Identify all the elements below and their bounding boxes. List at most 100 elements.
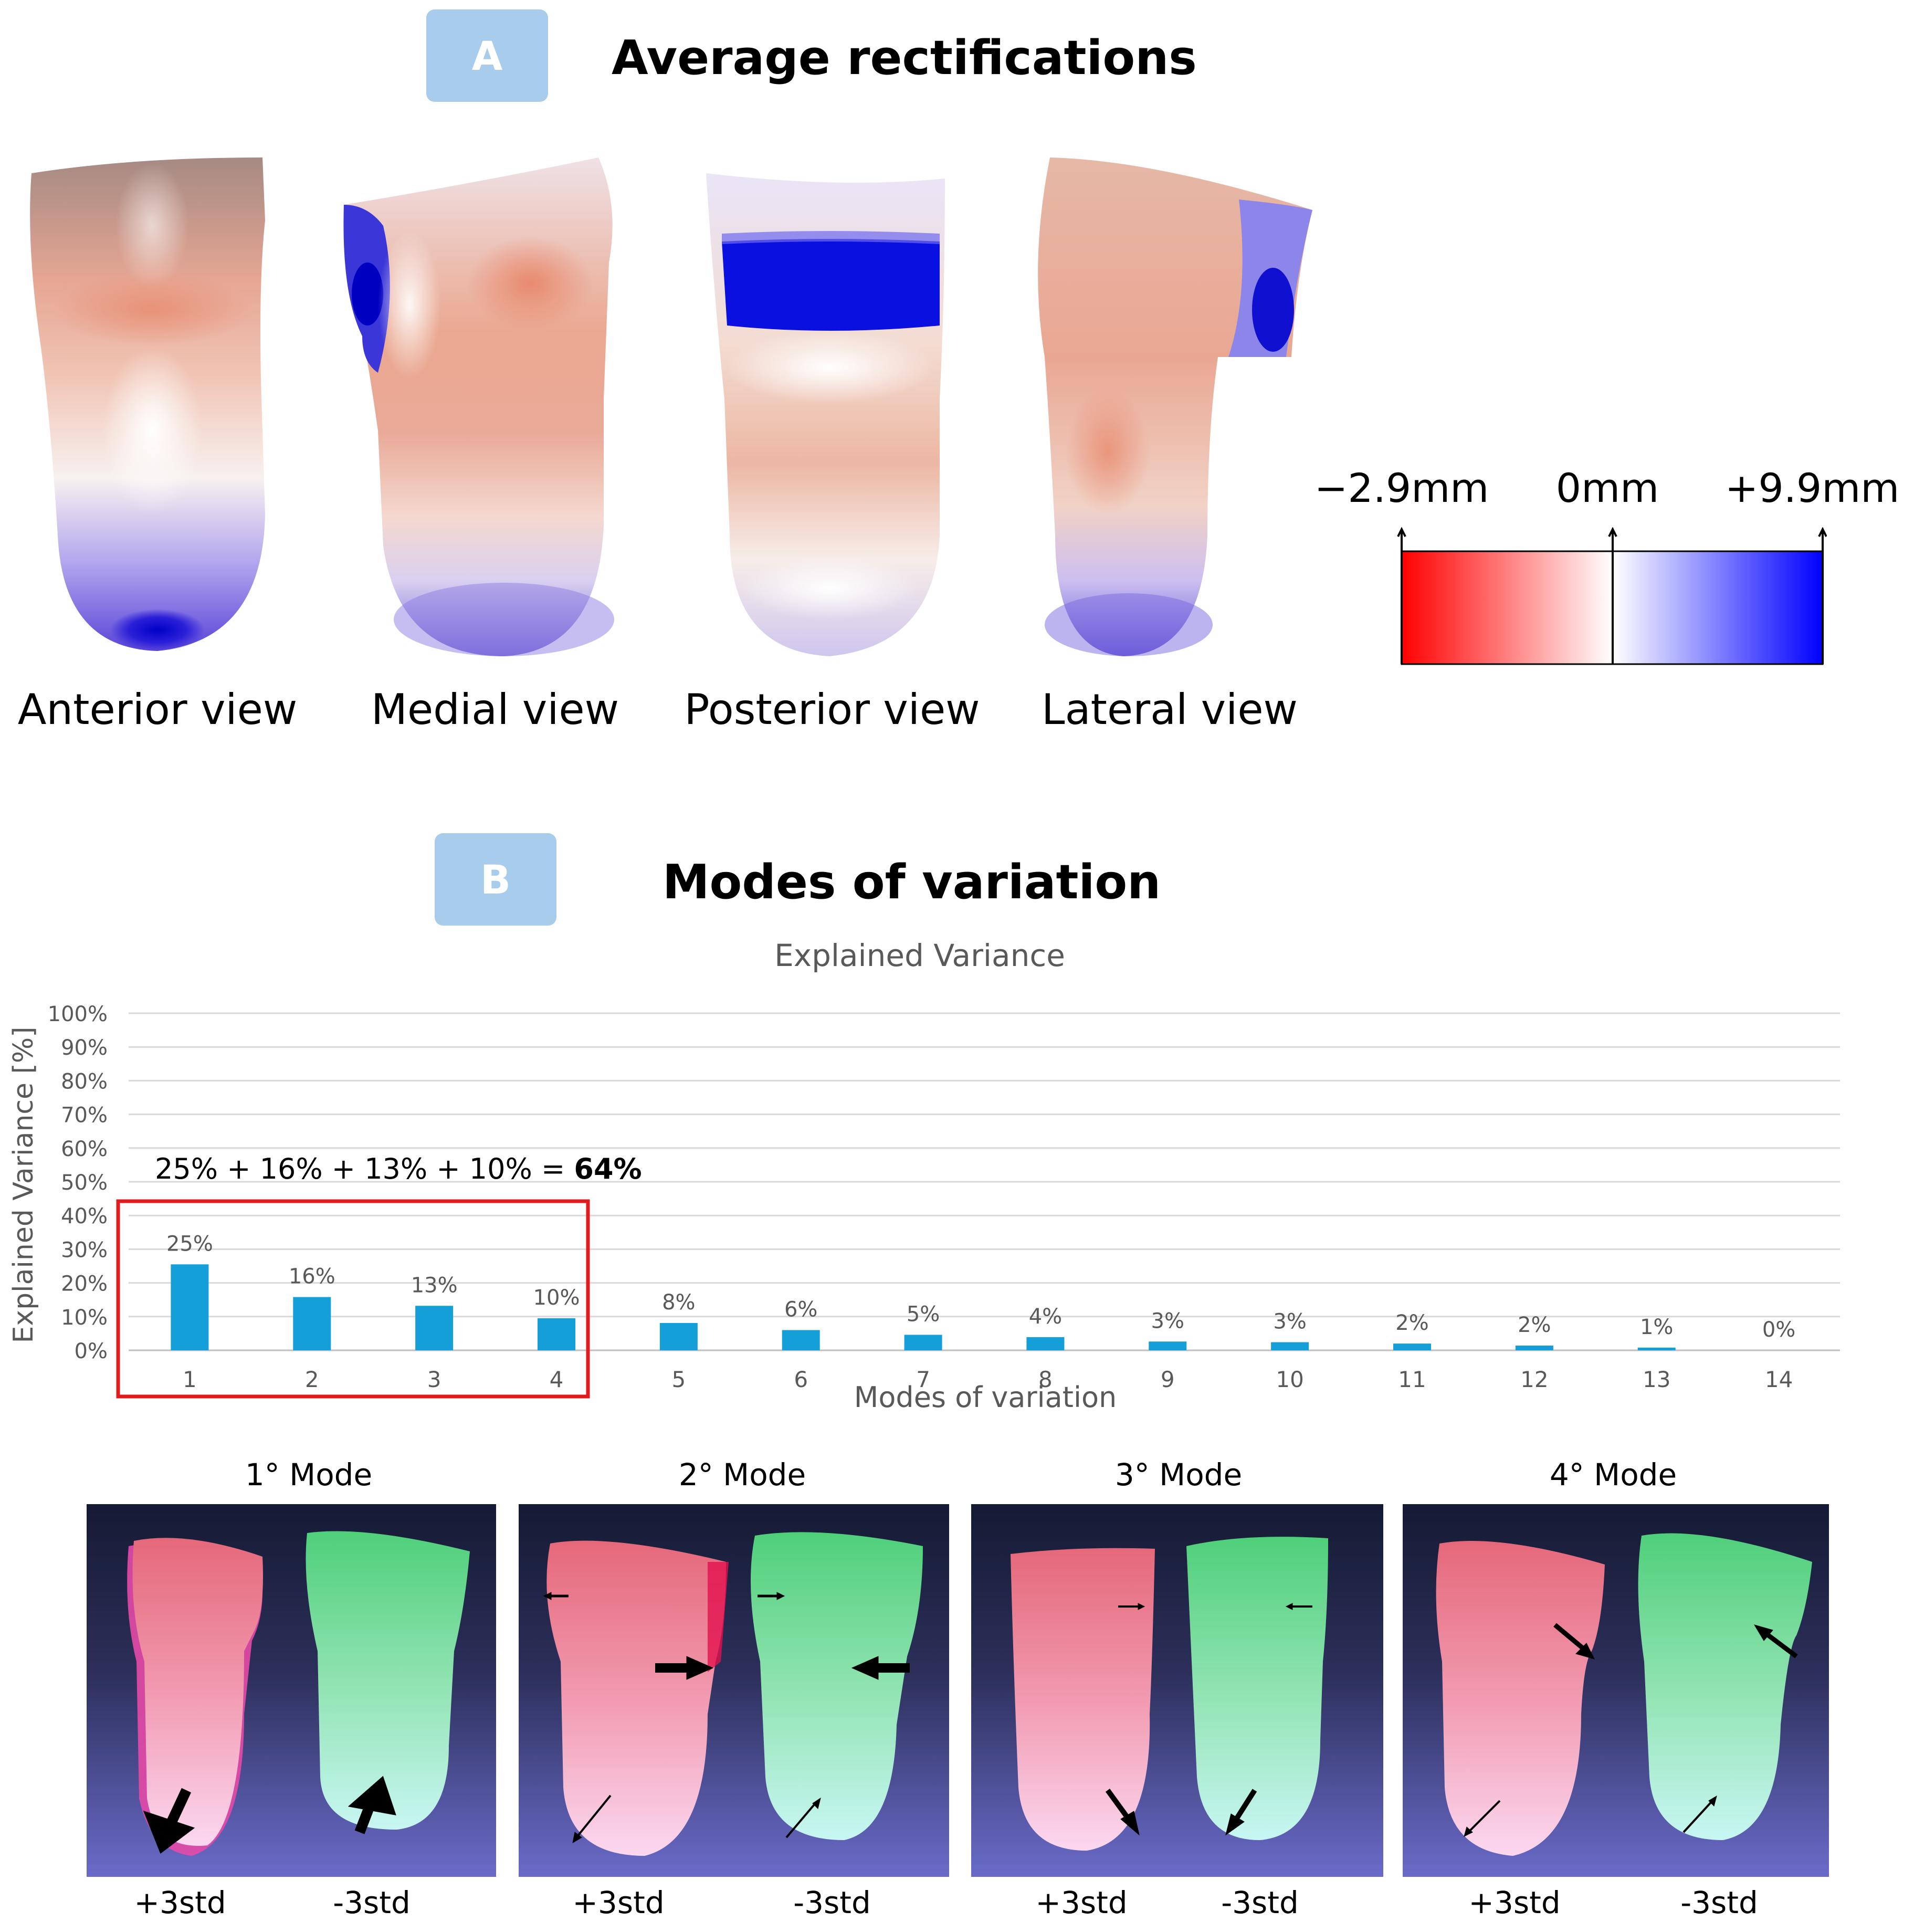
- y-tick-label: 70%: [61, 1104, 108, 1128]
- y-tick-label: 10%: [61, 1306, 108, 1330]
- explained-variance-chart: Explained Variance Explained Variance [%…: [8, 938, 1840, 1414]
- mode-4-title: 4° Mode: [1549, 1457, 1677, 1493]
- data-label-mode-2: 16%: [289, 1265, 335, 1289]
- section-b-title: Modes of variation: [662, 855, 1161, 910]
- bar-mode-6: [782, 1330, 820, 1350]
- view-label-medial: Medial view: [371, 685, 619, 734]
- bar-mode-11: [1393, 1343, 1431, 1350]
- chart-xlabel: Modes of variation: [854, 1381, 1117, 1414]
- bar-mode-1: [171, 1264, 209, 1350]
- medial-view-model: [343, 158, 614, 656]
- data-label-mode-11: 2%: [1395, 1311, 1428, 1335]
- bar-mode-3: [415, 1306, 454, 1350]
- y-tick-label: 40%: [61, 1204, 108, 1228]
- y-tick-label: 30%: [61, 1238, 108, 1262]
- mode-3-plus-label: +3std: [1035, 1885, 1128, 1920]
- anterior-view-model: [30, 158, 266, 651]
- view-label-lateral: Lateral view: [1042, 685, 1298, 734]
- x-tick-label: 7: [916, 1367, 930, 1392]
- mode-2-panel: [519, 1504, 949, 1877]
- x-tick-label: 8: [1038, 1367, 1053, 1392]
- x-tick-label: 12: [1520, 1367, 1548, 1392]
- data-label-mode-5: 8%: [662, 1290, 695, 1315]
- bar-mode-13: [1637, 1347, 1676, 1350]
- x-tick-label: 13: [1643, 1367, 1670, 1392]
- section-b-badge: B: [435, 833, 556, 926]
- mode-4-minus-label: -3std: [1680, 1885, 1758, 1920]
- highlight-box: [116, 1199, 590, 1399]
- colorbar-positive: [1613, 551, 1823, 664]
- x-tick-label: 2: [305, 1367, 319, 1392]
- data-label-mode-12: 2%: [1518, 1313, 1551, 1337]
- section-a-badge: A: [426, 9, 548, 102]
- colorbar-max-arrow: [1818, 527, 1827, 664]
- data-label-mode-13: 1%: [1640, 1315, 1673, 1339]
- sum-annotation: 25% + 16% + 13% + 10% = 64%: [155, 1152, 642, 1185]
- x-tick-label: 6: [794, 1367, 808, 1392]
- mode-1-minus-label: -3std: [333, 1885, 411, 1920]
- mode-4-panel: [1403, 1504, 1829, 1877]
- mode-1-plus-label: +3std: [134, 1885, 226, 1920]
- y-tick-label: 90%: [61, 1036, 108, 1060]
- x-tick-label: 11: [1398, 1367, 1426, 1392]
- view-label-posterior: Posterior view: [684, 685, 980, 734]
- mode-3-minus-label: -3std: [1221, 1885, 1299, 1920]
- section-a-title: Average rectifications: [612, 30, 1197, 86]
- mode-2-minus-label: -3std: [793, 1885, 871, 1920]
- data-label-mode-6: 6%: [784, 1297, 817, 1321]
- data-label-mode-9: 3%: [1151, 1309, 1184, 1333]
- bar-mode-2: [293, 1297, 331, 1350]
- mode-1-title: 1° Mode: [245, 1457, 373, 1493]
- mode-2-plus-label: +3std: [572, 1885, 665, 1920]
- x-tick-label: 14: [1765, 1367, 1793, 1392]
- mode-3-panel: [971, 1504, 1383, 1877]
- mode-1-arrow-minus: [348, 1776, 396, 1834]
- data-label-mode-1: 25%: [166, 1232, 213, 1256]
- y-tick-label: 100%: [48, 1002, 108, 1026]
- data-label-mode-14: 0%: [1762, 1318, 1795, 1342]
- bar-mode-7: [904, 1335, 942, 1350]
- y-tick-label: 50%: [61, 1171, 108, 1195]
- bar-mode-5: [659, 1322, 698, 1350]
- x-tick-label: 5: [671, 1367, 686, 1392]
- y-tick-label: 80%: [61, 1069, 108, 1094]
- mode-3-title: 3° Mode: [1114, 1457, 1243, 1493]
- data-label-mode-8: 4%: [1029, 1305, 1062, 1329]
- mode-1-arrow-plus: [143, 1788, 195, 1854]
- bar-mode-9: [1149, 1341, 1187, 1350]
- y-tick-label: 60%: [61, 1137, 108, 1161]
- x-tick-label: 4: [550, 1367, 564, 1392]
- bar-mode-12: [1515, 1346, 1553, 1350]
- bar-mode-8: [1026, 1337, 1065, 1350]
- data-label-mode-4: 10%: [533, 1286, 580, 1310]
- mode-4-plus-label: +3std: [1468, 1885, 1561, 1920]
- x-tick-label: 9: [1161, 1367, 1175, 1392]
- colorbar-max-label: +9.9mm: [1724, 465, 1900, 511]
- colorbar-min-arrow: [1397, 527, 1406, 664]
- data-label-mode-7: 5%: [907, 1302, 940, 1326]
- chart-title: Explained Variance: [774, 938, 1065, 973]
- colorbar-mid-arrow: [1608, 527, 1617, 664]
- chart-ylabel: Explained Variance [%]: [8, 1026, 39, 1343]
- sum-annotation-text: 25% + 16% + 13% + 10% =: [155, 1152, 574, 1185]
- x-tick-label: 3: [427, 1367, 441, 1392]
- y-tick-label: 0%: [75, 1339, 108, 1363]
- x-tick-label: 10: [1276, 1367, 1303, 1392]
- mode-1-panel: [87, 1504, 496, 1877]
- colorbar-min-label: −2.9mm: [1314, 465, 1489, 511]
- y-tick-label: 20%: [61, 1272, 108, 1296]
- lateral-view-model: [1038, 158, 1312, 656]
- posterior-view-model: [706, 173, 945, 656]
- x-tick-label: 1: [183, 1367, 197, 1392]
- view-label-anterior: Anterior view: [17, 685, 298, 734]
- mode-2-title: 2° Mode: [678, 1457, 806, 1493]
- sum-annotation-total: 64%: [574, 1152, 641, 1185]
- bar-mode-4: [538, 1318, 575, 1350]
- data-label-mode-3: 13%: [411, 1273, 458, 1297]
- average-rectification-views: [30, 158, 1312, 656]
- colorbar-negative: [1402, 551, 1613, 664]
- colorbar-mid-label: 0mm: [1555, 465, 1659, 511]
- colorbar: [1397, 527, 1827, 665]
- data-label-mode-10: 3%: [1273, 1310, 1306, 1334]
- bar-mode-10: [1271, 1342, 1309, 1350]
